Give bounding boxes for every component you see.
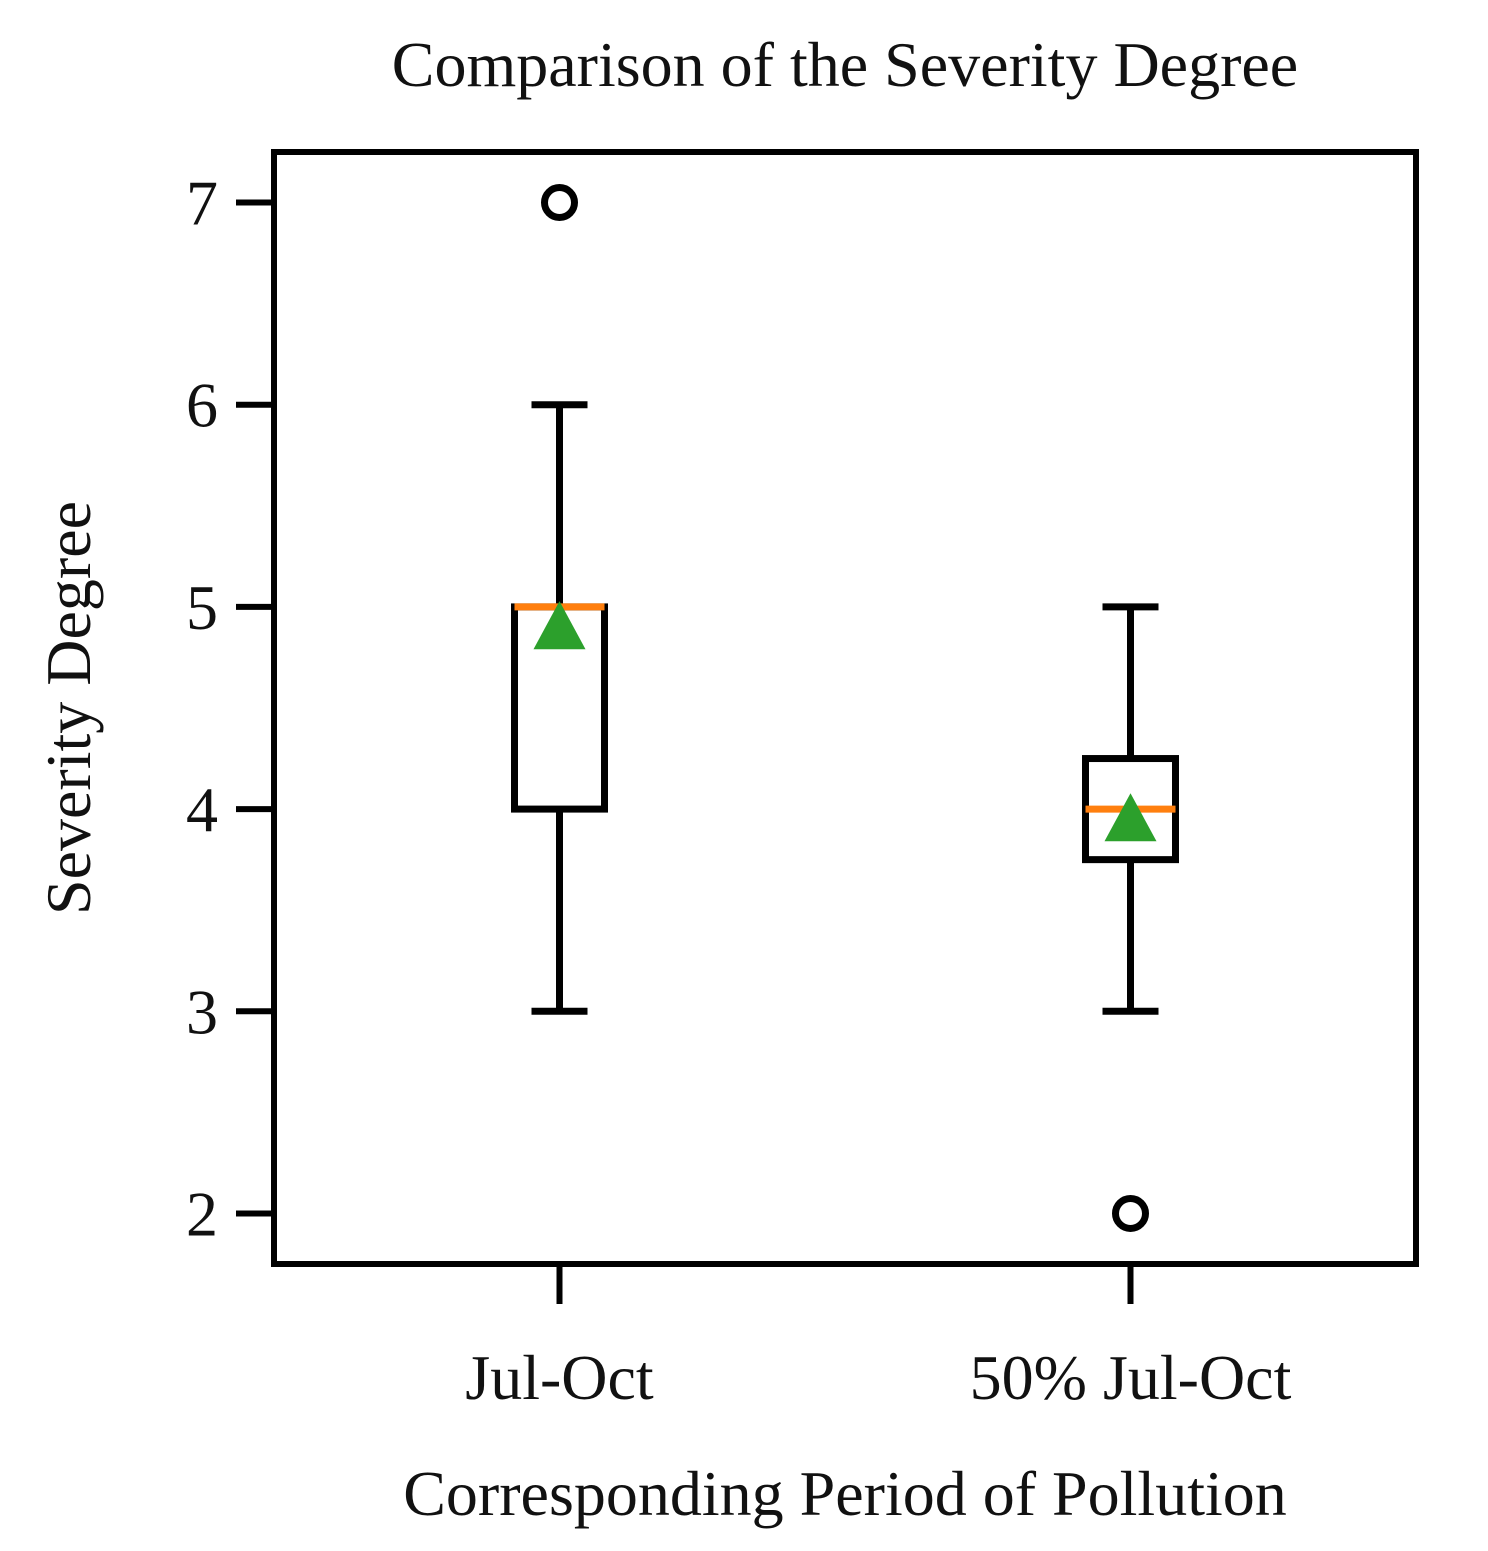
plot-frame (271, 149, 1419, 1267)
y-tick-label: 3 (186, 976, 218, 1047)
y-tick-label: 4 (186, 774, 218, 845)
mean-marker (1104, 793, 1157, 842)
x-tick-label: Jul-Oct (465, 1342, 654, 1413)
x-axis-label: Corresponding Period of Pollution (403, 1458, 1287, 1529)
plot-area: 2 3 4 5 6 7 Jul-Oct 50% Jul-Oct (186, 149, 1419, 1413)
y-tick-label: 5 (186, 572, 218, 643)
y-tick-label: 7 (186, 168, 218, 239)
outlier-point (541, 184, 578, 222)
y-tick-label: 2 (186, 1178, 218, 1249)
mean-marker (533, 601, 586, 650)
y-tick-label: 6 (186, 370, 218, 441)
y-axis-label: Severity Degree (33, 501, 104, 915)
chart-title: Comparison of the Severity Degree (392, 29, 1298, 100)
outlier-point (1112, 1194, 1149, 1232)
x-tick-label: 50% Jul-Oct (970, 1342, 1292, 1413)
